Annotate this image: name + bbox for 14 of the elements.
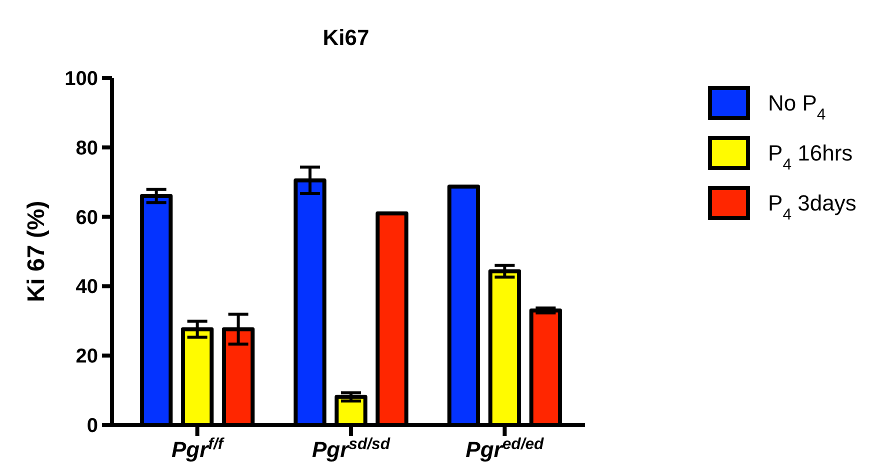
y-tick-label: 0 [86, 415, 98, 437]
y-tick-label: 100 [64, 68, 98, 90]
chart-title: Ki67 [322, 25, 370, 50]
y-tick-label: 40 [76, 276, 98, 298]
y-tick-label: 60 [76, 206, 98, 229]
legend-label: P$_{4}$ 16hrs [768, 140, 853, 174]
legend-label: No P$_{4}$ [768, 90, 826, 124]
y-axis-title: Ki 67 (%) [23, 200, 50, 302]
x-tick-label: Pgr$^{sd/sd}$ [312, 436, 390, 462]
x-tick-label: Pgr$^{ed/ed}$ [466, 436, 544, 462]
y-tick-label: 20 [76, 346, 98, 368]
legend-label: P$_{4}$ 3days [768, 190, 856, 224]
x-tick-label: Pgr$^{f/f}$ [171, 436, 225, 462]
y-tick-label: 80 [76, 137, 98, 160]
